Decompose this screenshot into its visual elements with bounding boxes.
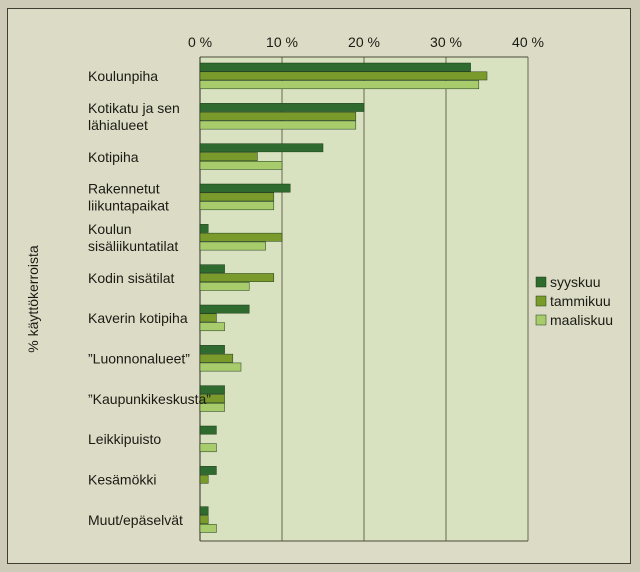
category-label: ”Luonnonalueet” [88, 351, 190, 367]
y-axis-label: % käyttökerroista [25, 245, 41, 353]
bar-syyskuu-7 [199, 345, 225, 354]
legend-label-syyskuu: syyskuu [550, 274, 601, 290]
x-tick-label: 30 % [430, 34, 462, 50]
category-label: Kodin sisätilat [88, 270, 174, 286]
bar-syyskuu-0 [199, 62, 471, 72]
category-label: lähialueet [88, 117, 148, 133]
category-label: Rakennetut [88, 181, 160, 197]
bar-maaliskuu-3 [199, 201, 275, 211]
bar-maaliskuu-7 [199, 362, 242, 372]
category-label: Kotikatu ja sen [88, 100, 180, 116]
x-tick-label: 40 % [512, 34, 544, 50]
chart-frame: 0 % 10 % 20 % 30 % 40 % Koulunpiha Kotikatu ja… [7, 8, 631, 564]
bar-syyskuu-10 [199, 466, 217, 475]
bar-tammikuu-2 [199, 152, 258, 161]
bar-tammikuu-7 [199, 353, 234, 363]
bar-maaliskuu-6 [199, 322, 225, 332]
bar-maaliskuu-4 [199, 241, 266, 251]
bar-syyskuu-4 [199, 224, 209, 233]
legend-label-tammikuu: tammikuu [550, 293, 611, 309]
bar-syyskuu-9 [199, 425, 217, 435]
category-label: Kotipiha [88, 149, 139, 165]
category-label: ”Kaupunkikeskusta” [88, 391, 211, 407]
legend-swatch-maaliskuu [535, 314, 547, 326]
bar-tammikuu-1 [199, 111, 357, 121]
bar-maaliskuu-9 [199, 443, 217, 453]
category-label: Kesämökki [88, 472, 156, 488]
x-tick-label: 0 % [188, 34, 212, 50]
bar-maaliskuu-0 [199, 80, 480, 90]
bar-tammikuu-3 [199, 192, 275, 202]
legend-label-maaliskuu: maaliskuu [550, 312, 613, 328]
bar-syyskuu-5 [199, 264, 225, 274]
bar-syyskuu-6 [199, 304, 250, 314]
bar-maaliskuu-5 [199, 282, 250, 291]
bar-maaliskuu-11 [199, 524, 217, 533]
bar-syyskuu-1 [199, 103, 365, 112]
x-tick-label: 10 % [266, 34, 298, 50]
bar-maaliskuu-2 [199, 161, 283, 170]
bar-tammikuu-5 [199, 273, 275, 282]
bar-maaliskuu-1 [199, 120, 357, 130]
category-label: Koulun [88, 221, 132, 237]
category-label: Kaverin kotipiha [88, 310, 188, 326]
bar-tammikuu-4 [199, 232, 283, 242]
category-label: liikuntapaikat [88, 198, 169, 214]
bar-chart: 0 % 10 % 20 % 30 % 40 % Koulunpiha Kotikatu ja… [25, 34, 613, 542]
bar-syyskuu-8 [199, 385, 225, 395]
bar-syyskuu-11 [199, 506, 209, 516]
x-tick-label: 20 % [348, 34, 380, 50]
bar-tammikuu-8 [199, 394, 225, 403]
legend-swatch-syyskuu [535, 276, 547, 288]
category-label: Muut/epäselvät [88, 512, 183, 528]
bar-maaliskuu-8 [199, 403, 225, 412]
bar-tammikuu-10 [199, 474, 209, 484]
category-label: Koulunpiha [88, 68, 158, 84]
bar-tammikuu-0 [199, 71, 488, 81]
bar-tammikuu-11 [199, 515, 209, 524]
bar-syyskuu-2 [199, 143, 324, 153]
legend-swatch-tammikuu [535, 295, 547, 307]
bar-tammikuu-6 [199, 313, 217, 323]
category-label: Leikkipuisto [88, 431, 161, 447]
category-label: sisäliikuntatilat [88, 238, 178, 254]
bar-syyskuu-3 [199, 183, 291, 193]
